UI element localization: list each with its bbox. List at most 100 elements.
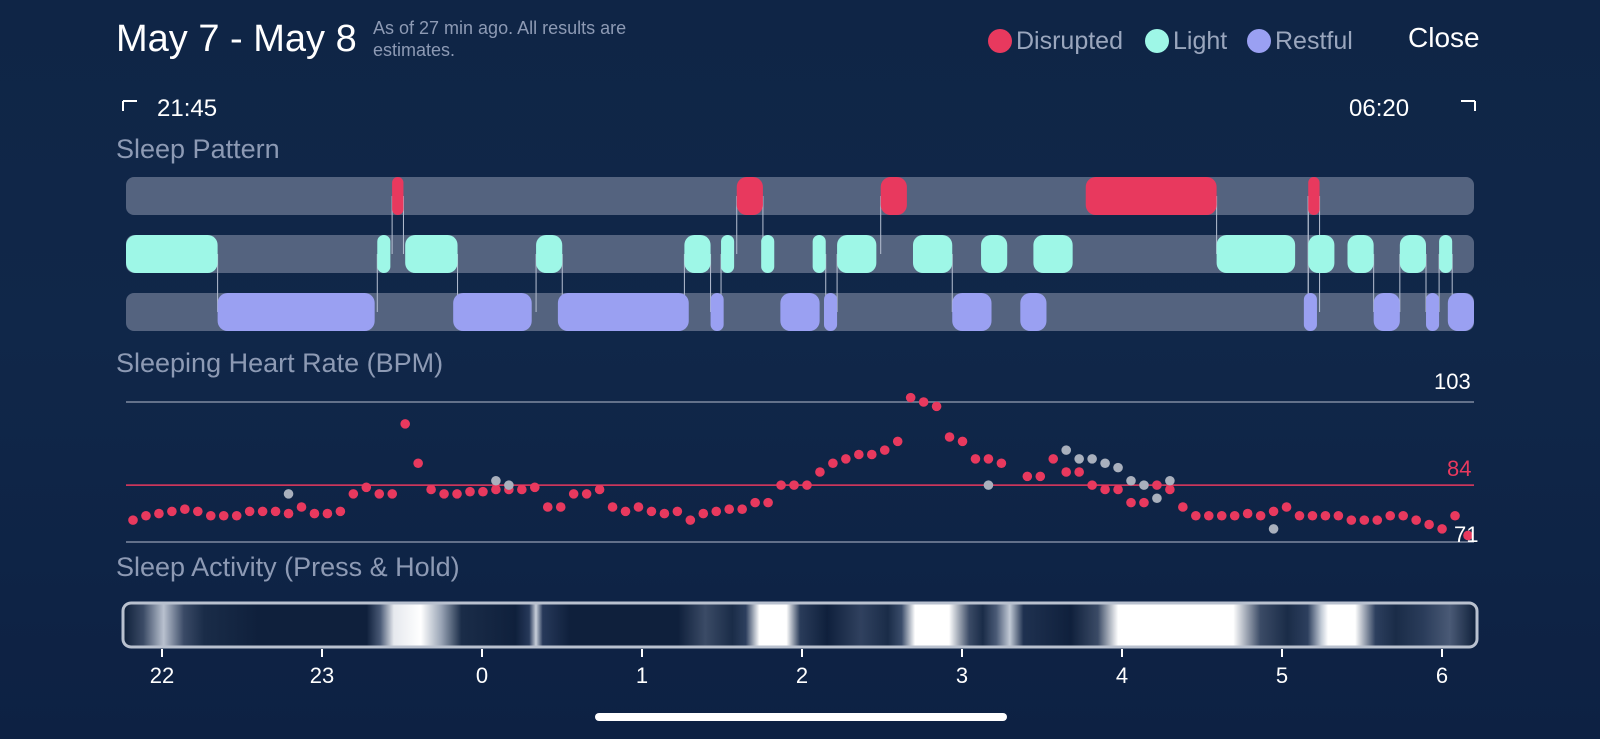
hr-point (478, 486, 488, 497)
restful-segment (1373, 293, 1400, 331)
light-segment (761, 235, 775, 273)
restful-segment (1020, 293, 1047, 331)
hr-point-estimated (504, 480, 514, 490)
hr-point (374, 489, 385, 499)
close-button[interactable]: Close (1408, 22, 1480, 53)
hr-point (763, 497, 773, 508)
hr-point-estimated (1126, 475, 1136, 486)
hr-point (180, 504, 190, 514)
hr-point-estimated (1152, 493, 1162, 504)
axis-tick-label: 22 (150, 663, 174, 688)
axis-tick-label: 5 (1276, 663, 1288, 688)
disrupted-segment (1308, 177, 1320, 215)
legend-label: Disrupted (1016, 26, 1123, 55)
hr-point (387, 489, 398, 499)
estimate-note: As of 27 min ago. All results are estima… (373, 18, 627, 60)
hr-point-estimated (1100, 458, 1110, 469)
hr-point (348, 489, 359, 499)
hr-point (1178, 502, 1188, 512)
hr-point (620, 506, 631, 517)
hr-point (1061, 467, 1072, 477)
light-segment (126, 235, 218, 273)
legend-label: Restful (1275, 26, 1353, 55)
hr-point (724, 504, 735, 514)
hr-point (154, 508, 164, 519)
hr-point (322, 508, 333, 519)
hr-point (1385, 510, 1396, 521)
hr-point (1255, 510, 1266, 521)
hr-point (879, 445, 890, 455)
hr-point (983, 454, 994, 464)
hr-point (1048, 454, 1059, 464)
end-time: 06:20 (1349, 95, 1410, 122)
hr-point (1268, 506, 1279, 517)
disrupted-segment (880, 177, 907, 215)
legend-label: Light (1173, 26, 1228, 55)
hr-point (218, 510, 229, 521)
light-segment (377, 235, 391, 273)
sleep-pattern-title: Sleep Pattern (116, 134, 280, 164)
hr-point (1411, 515, 1421, 525)
hr-point (491, 484, 501, 495)
axis-tick-label: 0 (476, 663, 488, 688)
hr-point (957, 436, 968, 447)
hr-point (659, 508, 670, 519)
hr-point (1113, 484, 1123, 495)
hr-max-label: 103 (1434, 369, 1471, 394)
hr-point (711, 506, 722, 517)
hr-point (1346, 515, 1357, 525)
axis-tick-label: 23 (310, 663, 334, 688)
hr-point (1242, 508, 1253, 519)
light-segment (912, 235, 953, 273)
hr-point (1074, 467, 1084, 477)
restful-segment (1303, 293, 1317, 331)
hr-point (1463, 530, 1473, 541)
hr-point (167, 506, 177, 517)
hr-point (335, 506, 346, 517)
hr-point (439, 489, 449, 499)
light-segment (1439, 235, 1453, 273)
home-indicator[interactable] (595, 713, 1007, 721)
date-range-title: May 7 - May 8 (116, 18, 357, 60)
light-segment (536, 235, 563, 273)
restful-segment (453, 293, 532, 331)
hr-point (296, 502, 307, 512)
hr-point (944, 432, 955, 442)
light-segment (1308, 235, 1335, 273)
hr-point (244, 506, 255, 517)
restful-dot-icon (1247, 29, 1271, 53)
activity-heatmap[interactable] (121, 601, 1479, 649)
hr-point (1203, 510, 1214, 521)
light-dot-icon (1145, 29, 1169, 53)
hr-point (1216, 510, 1227, 521)
hr-point (426, 484, 436, 495)
axis-tick-label: 2 (796, 663, 808, 688)
heart-rate-title: Sleeping Heart Rate (BPM) (116, 348, 444, 378)
hr-point (594, 484, 605, 495)
hr-point (452, 489, 462, 499)
hr-avg-label: 84 (1447, 456, 1472, 481)
hr-point (905, 392, 916, 403)
hr-point (737, 504, 747, 514)
restful-segment (1447, 293, 1474, 331)
hr-point-estimated (1165, 475, 1175, 486)
sleep-activity-title: Sleep Activity (Press & Hold) (116, 552, 460, 582)
hr-point (1100, 484, 1110, 495)
restful-segment (952, 293, 992, 331)
light-segment (1033, 235, 1073, 273)
start-time: 21:45 (157, 95, 218, 122)
hr-point-estimated (1087, 454, 1097, 464)
hr-point-estimated (1074, 454, 1084, 464)
start-bracket-icon (122, 100, 137, 111)
light-segment (837, 235, 877, 273)
hr-point (128, 515, 138, 525)
legend-restful: Restful (1247, 24, 1353, 58)
restful-segment (557, 293, 689, 331)
hr-point (1333, 510, 1344, 521)
hr-point (1307, 510, 1318, 521)
disrupted-segment (392, 177, 404, 215)
hr-point (841, 454, 851, 464)
